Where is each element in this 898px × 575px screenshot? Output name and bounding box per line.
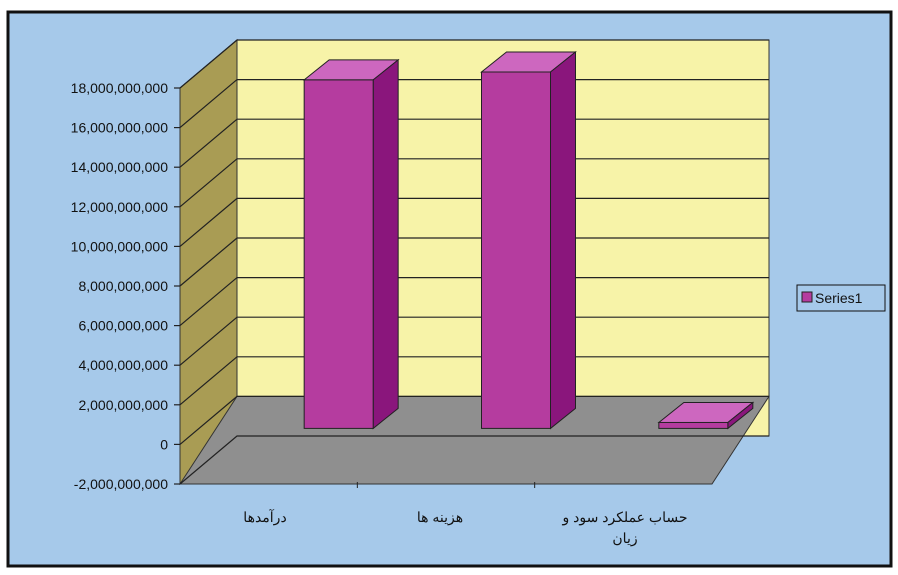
legend-label: Series1	[815, 290, 863, 306]
gridline	[179, 78, 769, 129]
y-tick-label: 2,000,000,000	[78, 397, 168, 413]
x-category-label: حساب عملکرد سود و	[562, 509, 688, 526]
gridline	[179, 197, 769, 247]
bar-front	[658, 421, 729, 429]
gridline	[179, 435, 769, 485]
gridline	[179, 158, 769, 208]
bar-front	[303, 79, 374, 429]
y-tick-label: 10,000,000,000	[71, 238, 169, 254]
bar	[302, 58, 400, 430]
y-tick-label: 16,000,000,000	[71, 120, 169, 136]
bar	[657, 401, 755, 430]
y-tick-label: 0	[160, 436, 168, 452]
y-tick-label: 6,000,000,000	[78, 318, 168, 334]
gridline	[179, 395, 769, 445]
gridline	[179, 316, 769, 366]
gridline	[179, 277, 769, 327]
y-tick-label: 14,000,000,000	[71, 159, 169, 175]
gridline	[179, 118, 769, 168]
x-category-label: زیان	[612, 530, 637, 547]
bar-side	[550, 50, 576, 430]
y-tick-label: -2,000,000,000	[74, 476, 168, 492]
bar-front	[481, 71, 551, 429]
y-tick-label: 18,000,000,000	[71, 80, 169, 96]
gridline	[179, 39, 769, 89]
legend-swatch	[801, 291, 813, 303]
y-tick-label: 12,000,000,000	[71, 199, 169, 215]
y-tick-label: 8,000,000,000	[78, 278, 168, 294]
bar	[480, 50, 577, 430]
gridline	[179, 237, 769, 287]
y-tick-label: 4,000,000,000	[78, 357, 168, 373]
x-category-label: درآمدها	[243, 508, 286, 526]
bar-side	[372, 58, 399, 430]
legend: Series1	[796, 284, 886, 312]
x-category-label: هزینه ها	[417, 509, 463, 526]
gridline	[179, 356, 769, 406]
